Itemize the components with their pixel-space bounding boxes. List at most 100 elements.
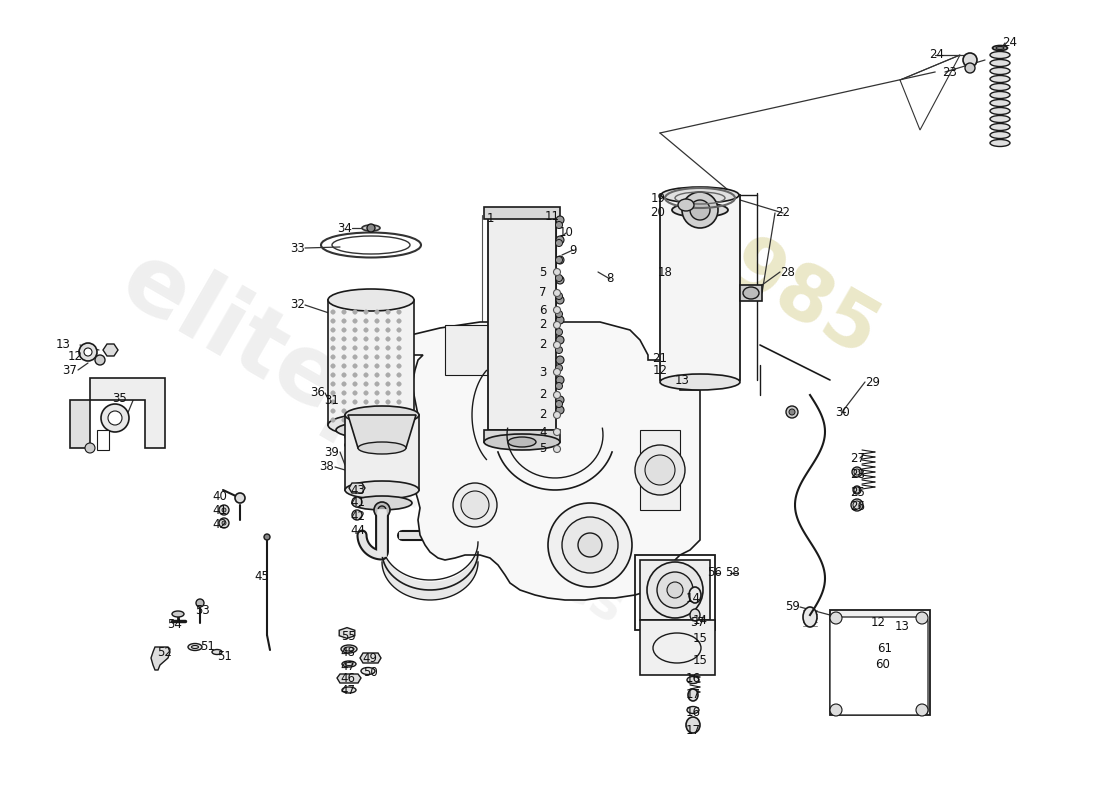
Ellipse shape — [990, 107, 1010, 114]
Ellipse shape — [688, 689, 698, 701]
Circle shape — [556, 296, 564, 304]
Text: 60: 60 — [876, 658, 890, 671]
Circle shape — [553, 342, 561, 349]
Ellipse shape — [328, 414, 414, 436]
Circle shape — [375, 390, 379, 395]
Circle shape — [367, 224, 375, 232]
Text: 39: 39 — [324, 446, 340, 458]
Polygon shape — [385, 322, 700, 600]
Circle shape — [397, 328, 401, 332]
Text: 43: 43 — [351, 483, 365, 497]
Text: 17: 17 — [685, 723, 701, 737]
Circle shape — [556, 365, 562, 371]
Text: 51: 51 — [218, 650, 232, 663]
Circle shape — [364, 346, 368, 350]
Ellipse shape — [996, 46, 1004, 50]
Circle shape — [852, 486, 861, 494]
Circle shape — [657, 572, 693, 608]
Text: 16: 16 — [685, 706, 701, 719]
Text: 2: 2 — [539, 409, 547, 422]
Circle shape — [556, 406, 564, 414]
Circle shape — [682, 192, 718, 228]
Text: 1985: 1985 — [670, 205, 891, 375]
Circle shape — [353, 310, 358, 314]
Ellipse shape — [355, 463, 387, 473]
Circle shape — [353, 382, 358, 386]
Circle shape — [342, 310, 346, 314]
Text: 47: 47 — [341, 659, 355, 673]
Circle shape — [386, 328, 390, 332]
Polygon shape — [103, 344, 118, 356]
Text: 55: 55 — [341, 630, 355, 643]
Text: 37: 37 — [63, 363, 77, 377]
Ellipse shape — [188, 643, 202, 650]
Text: 53: 53 — [195, 603, 209, 617]
Circle shape — [461, 491, 490, 519]
Circle shape — [375, 409, 379, 413]
Text: 15: 15 — [693, 654, 707, 666]
Circle shape — [353, 373, 358, 378]
Bar — [484, 207, 560, 219]
Circle shape — [85, 443, 95, 453]
Bar — [328, 300, 414, 425]
Text: 2: 2 — [539, 389, 547, 402]
Circle shape — [553, 290, 561, 297]
Circle shape — [353, 418, 358, 422]
Text: 61: 61 — [878, 642, 892, 654]
Polygon shape — [640, 430, 680, 510]
Ellipse shape — [672, 203, 728, 217]
Text: autopartes: autopartes — [326, 426, 635, 634]
Text: 4: 4 — [539, 426, 547, 438]
Text: 52: 52 — [157, 646, 173, 658]
Text: 5: 5 — [539, 442, 547, 455]
Circle shape — [553, 369, 561, 375]
Text: 21: 21 — [652, 351, 668, 365]
Circle shape — [375, 310, 379, 314]
Circle shape — [353, 328, 358, 332]
Circle shape — [397, 318, 401, 323]
Text: 19: 19 — [650, 191, 666, 205]
Circle shape — [556, 293, 562, 299]
Circle shape — [352, 497, 362, 507]
Circle shape — [556, 256, 564, 264]
Circle shape — [342, 328, 346, 332]
Circle shape — [352, 510, 362, 520]
Circle shape — [364, 409, 368, 413]
Text: 13: 13 — [674, 374, 690, 386]
Circle shape — [851, 499, 864, 511]
Circle shape — [556, 336, 564, 344]
Text: 30: 30 — [836, 406, 850, 418]
Circle shape — [331, 355, 335, 359]
Circle shape — [397, 409, 401, 413]
Circle shape — [364, 328, 368, 332]
Ellipse shape — [336, 422, 406, 438]
Circle shape — [690, 200, 710, 220]
Circle shape — [342, 318, 346, 323]
Circle shape — [364, 310, 368, 314]
Circle shape — [553, 429, 561, 435]
Circle shape — [556, 346, 562, 354]
Circle shape — [548, 503, 632, 587]
Ellipse shape — [361, 667, 375, 674]
Ellipse shape — [678, 199, 694, 211]
Bar — [830, 610, 930, 715]
Circle shape — [353, 318, 358, 323]
Polygon shape — [337, 674, 361, 683]
Circle shape — [965, 63, 975, 73]
Ellipse shape — [689, 587, 701, 603]
Circle shape — [353, 390, 358, 395]
Bar — [345, 415, 419, 490]
Circle shape — [397, 364, 401, 368]
Circle shape — [331, 409, 335, 413]
Text: 50: 50 — [363, 666, 377, 679]
Text: 17: 17 — [685, 689, 701, 702]
Text: 23: 23 — [943, 66, 957, 78]
Ellipse shape — [990, 123, 1010, 130]
Text: 14: 14 — [685, 591, 701, 605]
Ellipse shape — [990, 99, 1010, 106]
Circle shape — [364, 318, 368, 323]
Text: 41: 41 — [351, 497, 365, 510]
Circle shape — [342, 373, 346, 378]
Circle shape — [916, 612, 928, 624]
Ellipse shape — [484, 434, 560, 450]
